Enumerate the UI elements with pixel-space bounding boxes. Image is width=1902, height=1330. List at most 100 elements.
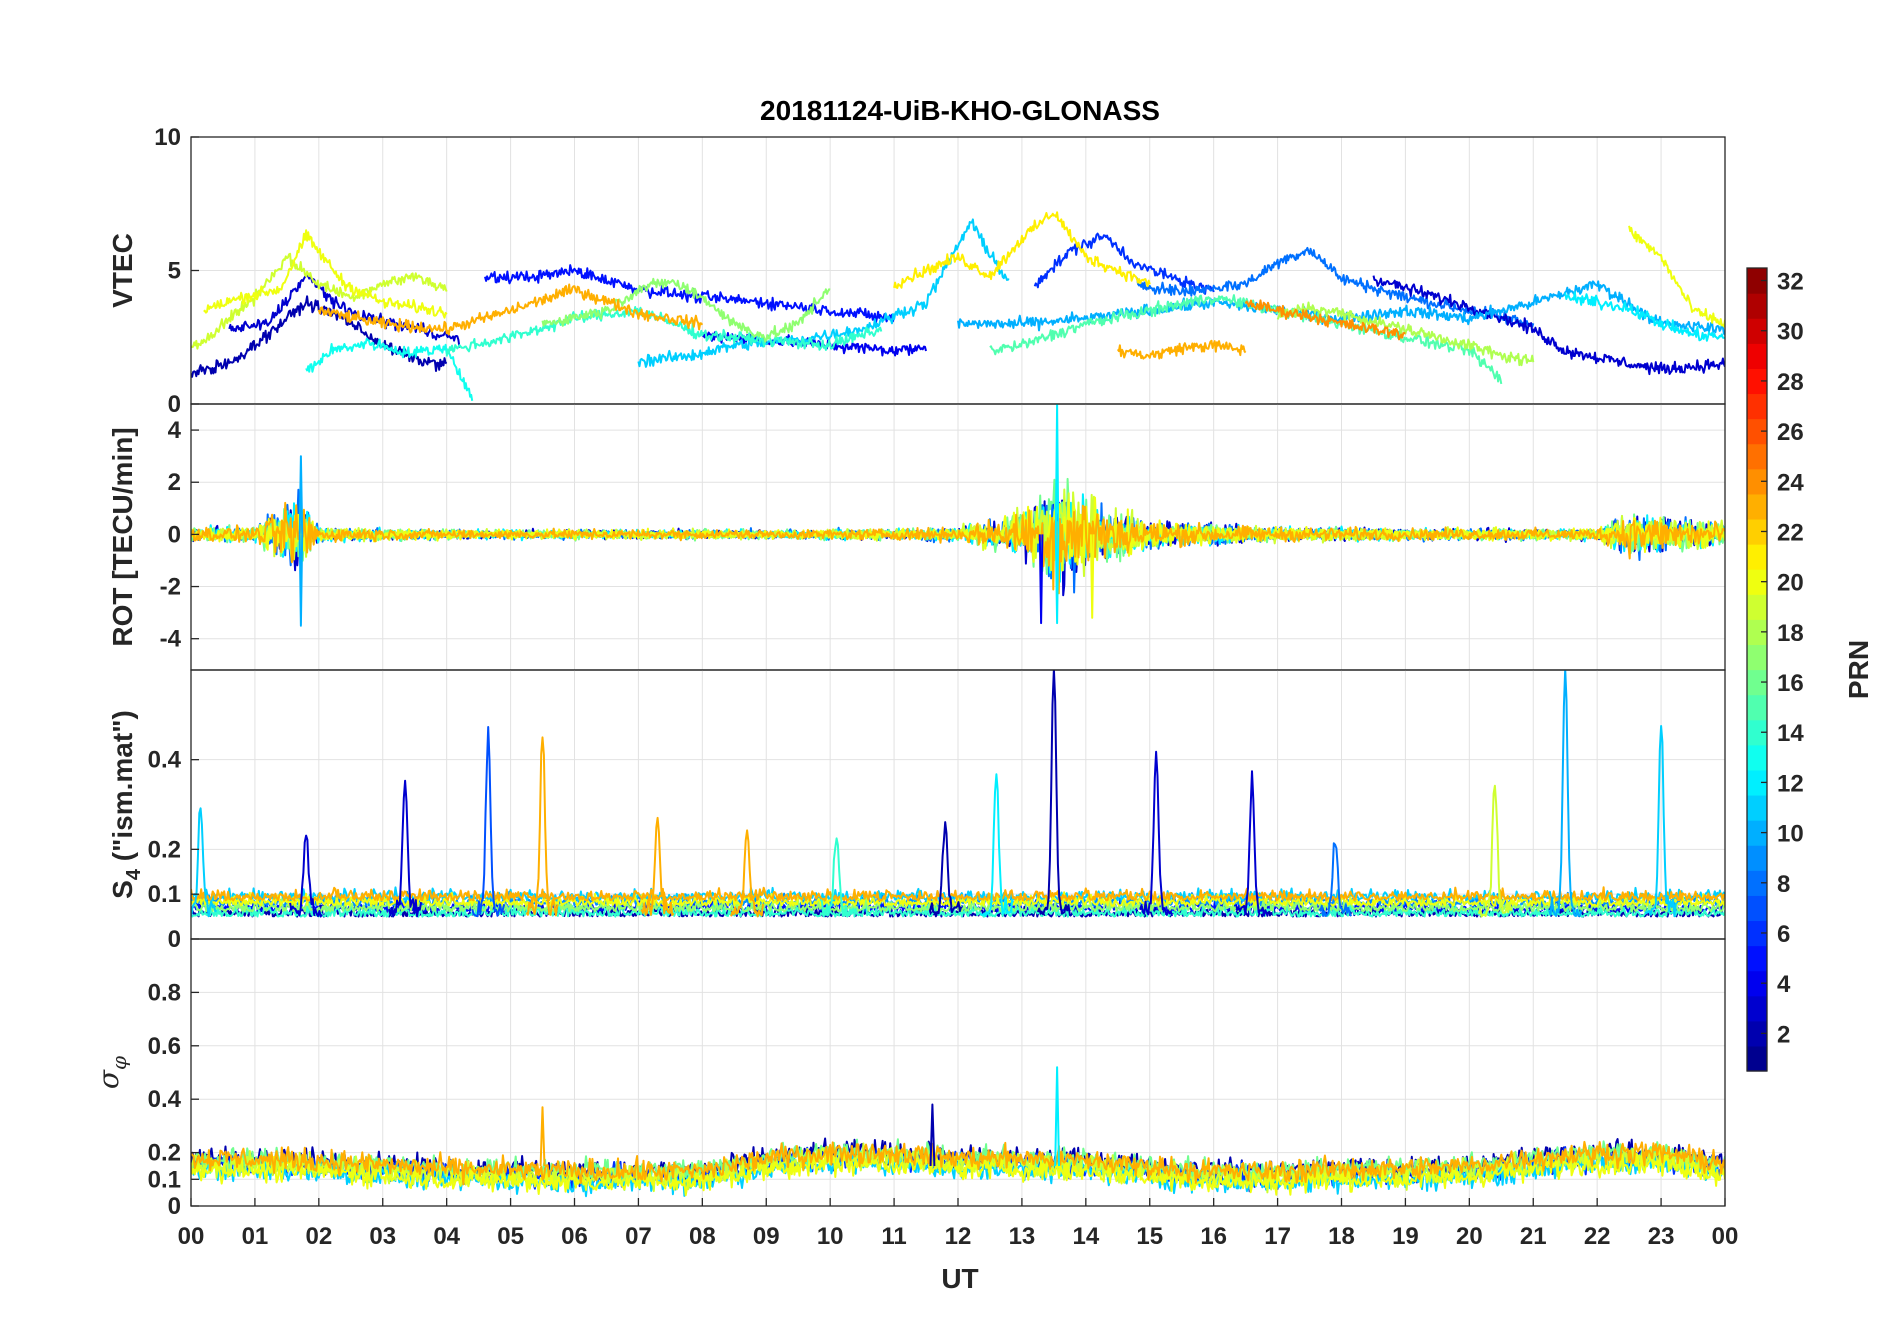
colorbar-tick-label: 16 bbox=[1777, 670, 1804, 697]
sigma-peak-prn-2 bbox=[929, 1103, 936, 1167]
x-tick-label: 01 bbox=[242, 1223, 269, 1250]
x-tick-label: 02 bbox=[305, 1223, 332, 1250]
y-axis-label-rot: ROT [TECU/min] bbox=[107, 427, 138, 646]
colorbar-cell bbox=[1747, 594, 1767, 620]
colorbar-cell bbox=[1747, 694, 1767, 721]
vtec-series-prn-23 bbox=[1116, 339, 1247, 360]
y-axis-label-sigma-phi: σφ bbox=[92, 1056, 131, 1089]
vtec-series-prn-3 bbox=[1372, 275, 1725, 376]
y-axis-label-s4: S4 ("ism.mat") bbox=[107, 710, 145, 899]
y-tick-label: 5 bbox=[168, 258, 181, 285]
y-ticks-rot: -4 -2 0 2 4 bbox=[160, 417, 199, 653]
y-tick-label: 4 bbox=[168, 417, 182, 444]
vtec-series-prn-12 bbox=[1564, 291, 1725, 342]
colorbar-tick-label: 6 bbox=[1777, 921, 1790, 948]
y-tick-label: 0.6 bbox=[148, 1033, 181, 1060]
colorbar-cell bbox=[1747, 744, 1767, 771]
traces-sigma-phi bbox=[191, 1066, 1725, 1198]
colorbar-cell bbox=[1747, 820, 1767, 846]
colorbar-cell bbox=[1747, 945, 1767, 972]
colorbar-cell bbox=[1747, 970, 1767, 997]
y-tick-label: -4 bbox=[160, 626, 182, 653]
x-tick-label: 15 bbox=[1136, 1223, 1163, 1250]
colorbar-tick-label: 18 bbox=[1777, 620, 1804, 647]
colorbar-cell bbox=[1747, 845, 1767, 871]
panel-sigma-phi: 00.10.2 0.4 0.6 0.8 σφ bbox=[92, 938, 1726, 1220]
x-tick-label: 06 bbox=[561, 1223, 588, 1250]
x-tick-label: 09 bbox=[753, 1223, 780, 1250]
s4-spike-prn-10 bbox=[1548, 670, 1583, 917]
x-tick-label: 21 bbox=[1520, 1223, 1547, 1250]
colorbar-cell bbox=[1747, 769, 1767, 796]
y-tick-label: 2 bbox=[168, 469, 181, 496]
colorbar-cell bbox=[1747, 870, 1767, 896]
colorbar-cell bbox=[1747, 343, 1767, 369]
s4-spike-prn-11 bbox=[1644, 725, 1678, 918]
x-tick-label: 00 bbox=[178, 1223, 205, 1250]
colorbar-cell bbox=[1747, 493, 1767, 520]
colorbar-tick-label: 32 bbox=[1777, 269, 1804, 296]
x-tick-label: 23 bbox=[1648, 1223, 1675, 1250]
vtec-series-prn-24 bbox=[1244, 299, 1406, 341]
x-tick-label: 05 bbox=[497, 1223, 524, 1250]
vtec-series-prn-20 bbox=[203, 229, 448, 319]
vtec-series-prn-5 bbox=[484, 264, 896, 324]
x-tick-label: 18 bbox=[1328, 1223, 1355, 1250]
y-ticks-s4: 0 0.1 0.2 0.4 bbox=[148, 747, 199, 953]
y-axis-label-s4-main: S bbox=[107, 880, 138, 899]
rot-extreme-prn-12 bbox=[1054, 404, 1060, 535]
x-axis-label: UT bbox=[941, 1263, 978, 1294]
rot-extreme-prn-4 bbox=[1038, 534, 1044, 625]
x-tick-label: 19 bbox=[1392, 1223, 1419, 1250]
s4-spike-prn-8 bbox=[1318, 842, 1353, 917]
rot-extreme-prn-12 bbox=[1054, 534, 1060, 625]
rot-series-prn-23 bbox=[191, 501, 1725, 595]
s4-spike-prn-14 bbox=[819, 837, 854, 918]
panel-s4: 0 0.1 0.2 0.4 S4 ("ism.mat") bbox=[107, 669, 1726, 953]
s4-spike-prn-7 bbox=[471, 726, 506, 918]
s4-series-prn-17 bbox=[191, 896, 1725, 913]
s4-spike-prn-19 bbox=[1477, 784, 1512, 918]
s4-series-prn-23 bbox=[191, 886, 1725, 902]
x-tick-label: 10 bbox=[817, 1223, 844, 1250]
s4-spike-prn-3 bbox=[1235, 770, 1269, 917]
y-tick-label: 0 bbox=[168, 1193, 181, 1220]
colorbar-tick-label: 20 bbox=[1777, 570, 1804, 597]
colorbar-cell bbox=[1747, 268, 1767, 294]
s4-spike-prn-3 bbox=[1139, 750, 1174, 917]
rot-extreme-prn-10 bbox=[298, 534, 304, 627]
colorbar-tick-label: 28 bbox=[1777, 369, 1804, 396]
y-tick-label: -2 bbox=[160, 574, 181, 601]
sigma-series-prn-23 bbox=[191, 1140, 1725, 1186]
y-tick-label: 0.4 bbox=[148, 747, 182, 774]
colorbar-cell bbox=[1747, 518, 1767, 545]
sigma-peak-prn-12 bbox=[1054, 1066, 1060, 1167]
x-tick-label: 22 bbox=[1584, 1223, 1611, 1250]
s4-spike-prn-23 bbox=[730, 829, 765, 918]
colorbar-cell bbox=[1747, 619, 1767, 646]
traces-s4 bbox=[191, 670, 1725, 918]
colorbar-cell bbox=[1747, 468, 1767, 495]
colorbar-cells bbox=[1747, 268, 1767, 1072]
y-tick-label: 0.1 bbox=[148, 881, 181, 908]
s4-spike-prn-23 bbox=[525, 736, 559, 917]
rot-extreme-prn-20 bbox=[1089, 534, 1095, 619]
colorbar-tick-label: 12 bbox=[1777, 770, 1804, 797]
colorbar-tick-label: 14 bbox=[1777, 720, 1804, 747]
colorbar-tick-label: 26 bbox=[1777, 419, 1804, 446]
s4-series-prn-14 bbox=[191, 901, 1725, 918]
colorbar-frame bbox=[1746, 267, 1768, 1072]
y-tick-label: 0 bbox=[168, 521, 181, 548]
panel-rot: -4 -2 0 2 4 ROT [TECU/min] bbox=[107, 403, 1726, 671]
colorbar-cell bbox=[1747, 544, 1767, 570]
colorbar-tick-label: 22 bbox=[1777, 519, 1804, 546]
x-tick-label: 20 bbox=[1456, 1223, 1483, 1250]
y-axis-label-sigma-main: σ bbox=[92, 1069, 125, 1089]
vtec-series-prn-21 bbox=[893, 211, 1151, 289]
vtec-series-prn-23 bbox=[317, 283, 704, 336]
colorbar-cell bbox=[1747, 920, 1767, 947]
colorbar-label: PRN bbox=[1843, 640, 1874, 699]
colorbar-cell bbox=[1747, 895, 1767, 922]
